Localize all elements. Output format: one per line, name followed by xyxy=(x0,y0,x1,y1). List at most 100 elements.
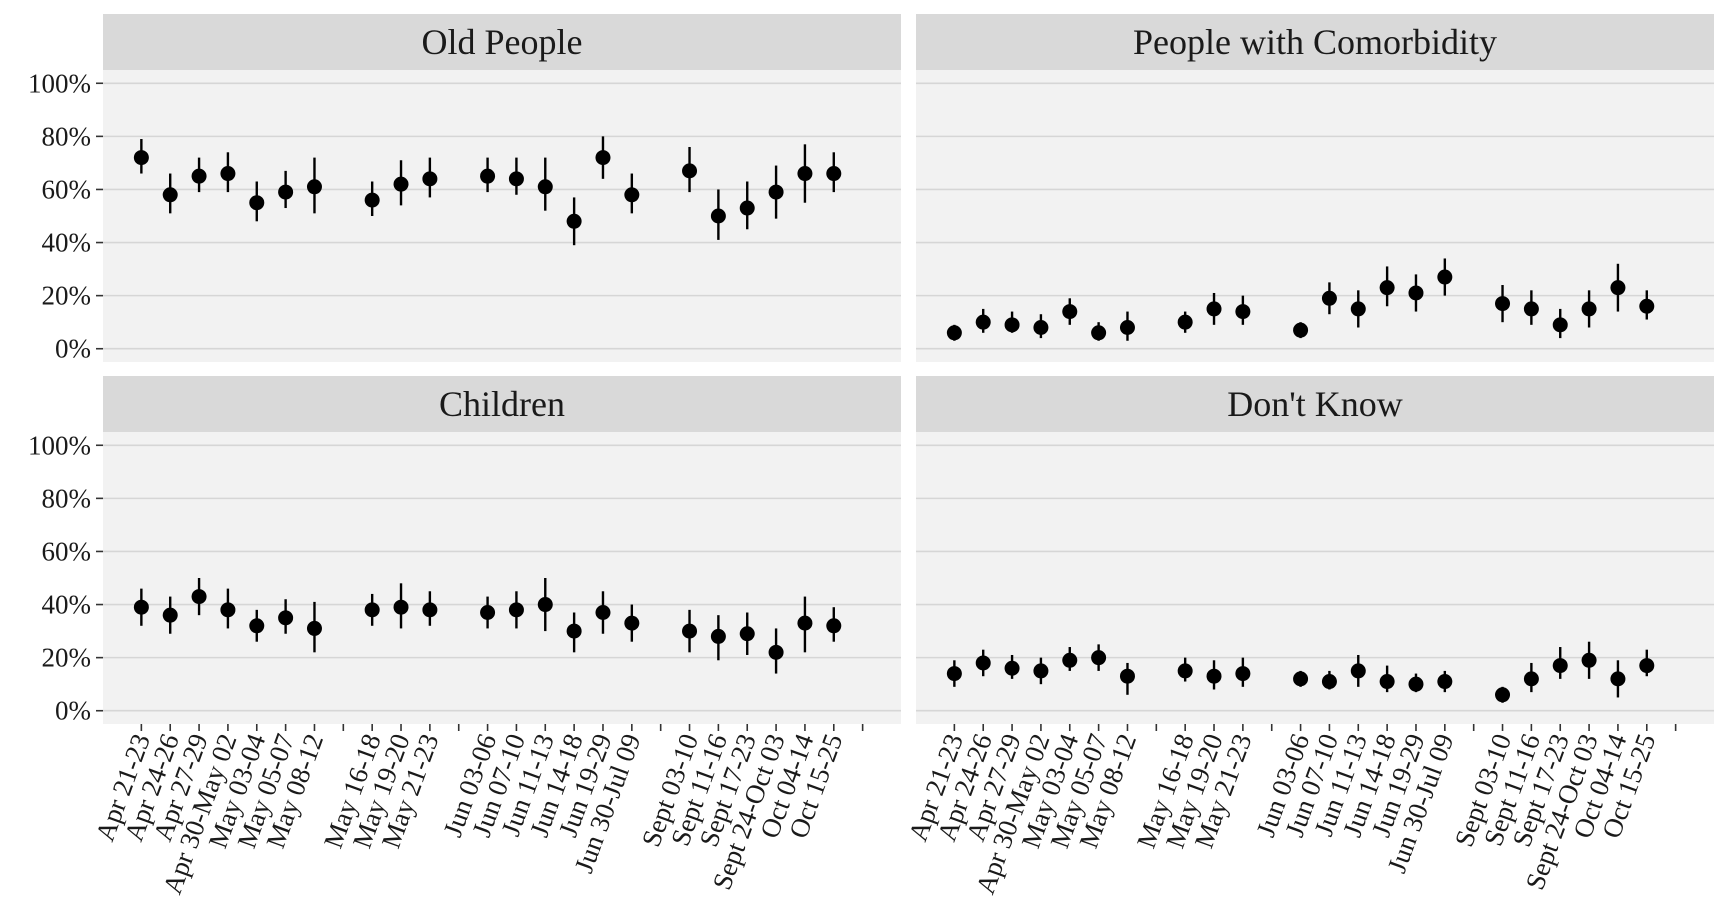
data-point xyxy=(682,163,698,179)
data-point xyxy=(162,187,178,203)
data-point xyxy=(1004,660,1020,676)
data-point xyxy=(480,605,496,621)
data-point xyxy=(133,150,149,166)
data-point xyxy=(1610,671,1626,687)
data-point xyxy=(1350,663,1366,679)
data-point xyxy=(1033,319,1049,335)
data-point xyxy=(595,605,611,621)
y-tick-label: 80% xyxy=(42,121,92,151)
data-point xyxy=(508,171,524,187)
data-point xyxy=(768,184,784,200)
facet-title: People with Comorbidity xyxy=(1133,22,1497,62)
data-point xyxy=(278,610,294,626)
data-point xyxy=(220,602,236,618)
series-points xyxy=(946,258,1655,341)
data-point xyxy=(1206,301,1222,317)
data-point xyxy=(739,626,755,642)
data-point xyxy=(306,620,322,636)
data-point xyxy=(1639,658,1655,674)
data-point xyxy=(422,602,438,618)
data-point xyxy=(1004,317,1020,333)
data-point xyxy=(739,200,755,216)
panel-background xyxy=(916,432,1714,724)
data-point xyxy=(797,615,813,631)
data-point xyxy=(1091,325,1107,341)
data-point xyxy=(393,176,409,192)
data-point xyxy=(1062,304,1078,320)
data-point xyxy=(1581,301,1597,317)
data-point xyxy=(1408,676,1424,692)
data-point xyxy=(826,166,842,182)
facet-title: Don't Know xyxy=(1227,384,1402,424)
data-point xyxy=(1119,319,1135,335)
data-point xyxy=(480,168,496,184)
facet-panels: Old People People with Comorbidity Childre… xyxy=(103,14,1714,724)
data-point xyxy=(1235,666,1251,682)
y-tick-label: 20% xyxy=(42,281,92,311)
data-point xyxy=(946,325,962,341)
data-point xyxy=(537,179,553,195)
data-point xyxy=(595,150,611,166)
data-point xyxy=(1177,663,1193,679)
data-point xyxy=(1293,671,1309,687)
y-tick-label: 60% xyxy=(42,536,92,566)
data-point xyxy=(1523,301,1539,317)
data-point xyxy=(1321,290,1337,306)
data-point xyxy=(1293,322,1309,338)
data-point xyxy=(1437,269,1453,285)
series-points xyxy=(133,136,842,246)
data-point xyxy=(537,597,553,613)
y-tick-label: 60% xyxy=(42,174,92,204)
facet-strip xyxy=(103,376,901,432)
data-point xyxy=(1639,298,1655,314)
data-point xyxy=(1552,317,1568,333)
data-point xyxy=(278,184,294,200)
y-tick-label: 40% xyxy=(42,590,92,620)
data-point xyxy=(1350,301,1366,317)
data-point xyxy=(566,213,582,229)
facet-strip xyxy=(916,376,1714,432)
data-point xyxy=(306,179,322,195)
panel-background xyxy=(103,70,901,362)
y-tick-label: 20% xyxy=(42,643,92,673)
data-point xyxy=(1610,280,1626,296)
data-point xyxy=(946,666,962,682)
data-point xyxy=(975,655,991,671)
panel-background xyxy=(103,432,901,724)
data-point xyxy=(1206,668,1222,684)
facet-title: Old People xyxy=(422,22,583,62)
data-point xyxy=(1321,674,1337,690)
data-point xyxy=(768,644,784,660)
data-point xyxy=(624,187,640,203)
y-tick-label: 80% xyxy=(42,483,92,513)
y-axes: 0% 20% 40% 60% 80% 100% 0% 20% 40% 60% 80% 100% xyxy=(28,68,103,726)
facet-panel: Old People xyxy=(103,14,901,362)
y-tick-label: 100% xyxy=(28,68,91,98)
data-point xyxy=(1552,658,1568,674)
series-points xyxy=(133,578,842,674)
data-point xyxy=(624,615,640,631)
data-point xyxy=(1495,296,1511,312)
data-point xyxy=(1408,285,1424,301)
facet-strip xyxy=(103,14,901,70)
data-point xyxy=(1033,663,1049,679)
data-point xyxy=(364,192,380,208)
data-point xyxy=(508,602,524,618)
facet-panel: People with Comorbidity xyxy=(916,14,1714,362)
data-point xyxy=(133,599,149,615)
data-point xyxy=(1379,280,1395,296)
data-point xyxy=(1379,674,1395,690)
data-point xyxy=(422,171,438,187)
data-point xyxy=(1437,674,1453,690)
data-point xyxy=(710,208,726,224)
facet-panel: Don't Know xyxy=(916,376,1714,724)
series-points xyxy=(946,641,1655,703)
data-point xyxy=(191,168,207,184)
facet-panel: Children xyxy=(103,376,901,724)
data-point xyxy=(1091,650,1107,666)
y-tick-label: 0% xyxy=(55,334,91,364)
data-point xyxy=(797,166,813,182)
data-point xyxy=(249,195,265,211)
